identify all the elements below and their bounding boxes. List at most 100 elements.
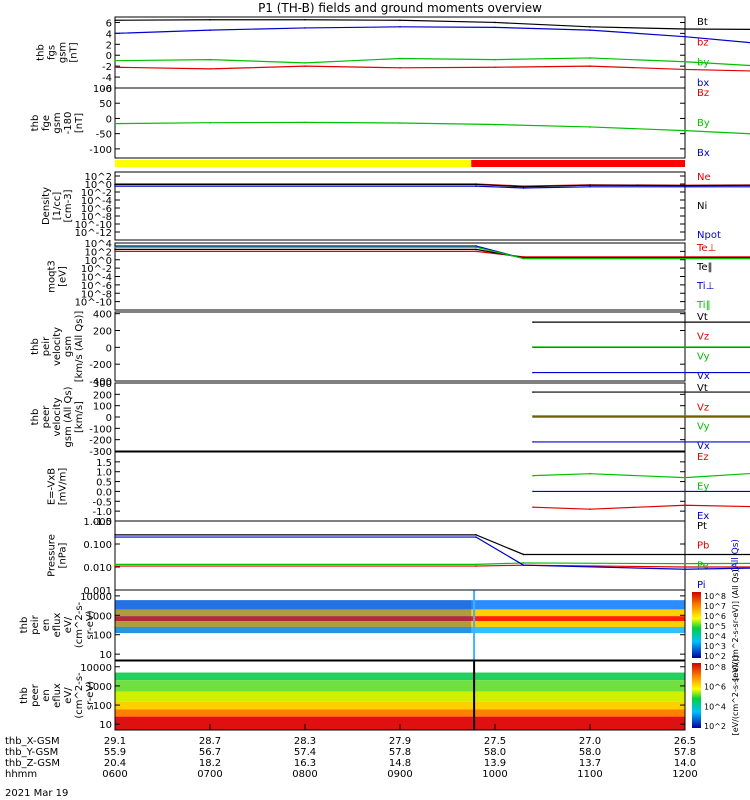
data-point — [209, 58, 211, 61]
series-line — [115, 245, 750, 260]
y-tick-label: 1.000 — [83, 517, 112, 528]
data-point — [475, 248, 477, 251]
legend-entry: by — [697, 58, 709, 69]
y-axis-label: gsm — [52, 112, 63, 133]
plot-title: P1 (TH-B) fields and ground moments over… — [258, 1, 542, 15]
y-tick-label: 10 — [99, 650, 112, 661]
series-line — [115, 185, 750, 189]
data-point — [209, 18, 211, 21]
y-tick-label: 10^-10 — [75, 298, 112, 309]
legend-entry: Bx — [697, 148, 710, 159]
x-tick-label: 56.7 — [199, 747, 221, 758]
y-tick-label: 10^-2 — [81, 264, 112, 275]
y-tick-label: 10^-2 — [81, 188, 112, 199]
legend-entry: Ex — [697, 511, 709, 522]
y-tick-label: 10^0 — [85, 180, 112, 191]
legend-entry: By — [697, 118, 710, 129]
data-point — [589, 29, 591, 31]
x-tick-label: 57.4 — [294, 747, 316, 758]
y-tick-label: 100 — [93, 84, 112, 95]
x-tick-label: 1200 — [672, 769, 697, 780]
data-point — [114, 565, 116, 567]
series-line — [532, 504, 750, 510]
legend-entry: Vy — [697, 351, 710, 362]
y-tick-label: -1.5 — [92, 517, 112, 528]
y-axis-label: [nPa] — [58, 542, 69, 568]
y-tick-label: 0.5 — [96, 478, 112, 489]
y-axis-label: fgs — [47, 45, 58, 60]
colorbar-tick-label: 10^2 — [704, 652, 726, 661]
y-tick-label: 10^-6 — [81, 281, 112, 292]
panel-p4: 10^410^210^010^-210^-410^-610^-810^-10 mo… — [47, 239, 750, 311]
y-axis-label: velocity — [52, 397, 63, 436]
data-point — [494, 66, 496, 69]
y-axis-label: velocity — [52, 327, 63, 366]
y-axis-label: (cm^2-s- — [74, 601, 85, 648]
y-tick-label: 0.001 — [83, 586, 112, 597]
y-tick-label: 0 — [106, 343, 112, 354]
x-tick-label: 16.3 — [294, 758, 316, 769]
data-point — [684, 35, 686, 38]
y-axis-label: gsm (All Qs) — [63, 386, 74, 447]
y-axis-label: eV/ — [63, 616, 74, 633]
y-tick-label: 10 — [99, 720, 112, 731]
data-point — [399, 122, 401, 124]
y-tick-label: 0 — [106, 413, 112, 424]
status-bar-red — [471, 160, 685, 167]
y-tick-label: -200 — [89, 436, 112, 447]
data-point — [114, 59, 116, 62]
y-tick-label: -200 — [89, 360, 112, 371]
colorbar-tick-label: 10^3 — [704, 642, 726, 651]
series-line — [115, 248, 750, 259]
x-axis-row-name: hhmm — [5, 769, 37, 780]
data-point — [209, 68, 211, 70]
x-axis-row-name: thb_Z-GSM — [5, 758, 60, 769]
y-tick-label: 400 — [93, 310, 112, 321]
y-tick-label: 100 — [93, 701, 112, 712]
data-point — [304, 62, 306, 64]
data-point — [684, 504, 686, 507]
y-axis-label: Pressure — [47, 534, 58, 577]
y-axis-label: [1/cc] — [52, 192, 63, 221]
data-point — [522, 257, 525, 260]
status-bar-yellow — [115, 160, 472, 167]
colorbar — [692, 592, 701, 658]
panel-p10: 10^8 10^6 10^4 10^2 [eV/(cm^2-s-sr-eV)] 10000… — [19, 656, 740, 736]
data-point — [399, 26, 401, 28]
panel-right-label: (All Qs) — [731, 539, 741, 572]
data-point — [532, 346, 534, 348]
data-point — [114, 185, 116, 187]
y-axis-label: peer — [30, 683, 41, 707]
y-tick-label: 1000 — [87, 611, 112, 622]
colorbar-label: [eV/(cm^2-s-sr-eV)] — [731, 656, 740, 736]
x-tick-label: 13.7 — [579, 758, 601, 769]
data-point — [114, 183, 116, 186]
y-tick-label: 0.100 — [83, 540, 112, 551]
spectrogram-band — [115, 701, 685, 710]
series-line — [114, 121, 750, 135]
legend-entry: bz — [697, 37, 709, 48]
data-point — [475, 185, 477, 187]
y-tick-label: 10^-4 — [81, 196, 112, 207]
y-tick-label: 0.0 — [96, 487, 112, 498]
data-point — [475, 245, 477, 247]
legend-entry: Pi — [697, 580, 706, 591]
data-point — [114, 248, 116, 251]
spectrogram-band — [115, 709, 685, 717]
y-tick-label: 1.0 — [96, 468, 112, 479]
panel-p7: 1.51.00.50.0-0.5-1.0-1.5 E=-VxB [mV/m] Ez Ey… — [47, 451, 750, 528]
spectrogram-band — [115, 672, 685, 681]
spectrogram-band — [115, 680, 685, 692]
legend-entry: Ez — [697, 452, 709, 463]
legend-entry: Ne — [697, 172, 711, 183]
legend-entry: Vx — [697, 441, 710, 452]
colorbar — [692, 663, 701, 728]
data-point — [684, 184, 686, 187]
spectrogram-band — [115, 590, 685, 601]
data-point — [399, 66, 401, 69]
data-point — [589, 65, 591, 67]
data-point — [114, 32, 116, 35]
data-point — [684, 68, 686, 71]
y-tick-label: -300 — [89, 447, 112, 458]
